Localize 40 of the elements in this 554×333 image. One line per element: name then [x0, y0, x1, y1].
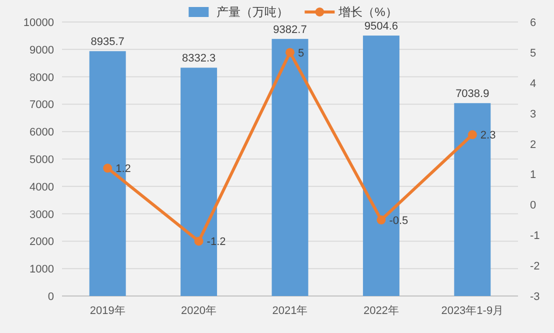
data-label: 5	[298, 47, 304, 60]
y-tick-label: 3000	[30, 208, 54, 221]
y2-tick-label: 6	[530, 17, 536, 29]
y-tick-label: 7000	[30, 99, 54, 112]
y-tick-label: 1000	[30, 264, 54, 276]
x-tick-label: 2023年1-9月	[441, 305, 504, 317]
y2-tick-label: -2	[530, 260, 540, 273]
data-label: 9504.6	[364, 20, 398, 33]
data-label: 9382.7	[273, 24, 307, 36]
y2-tick-label: 0	[530, 200, 536, 212]
data-label: 7038.9	[456, 88, 490, 100]
y2-tick-label: -1	[530, 230, 540, 242]
y-tick-label: 6000	[30, 126, 54, 139]
point	[286, 48, 294, 57]
y2-tick-label: 1	[530, 169, 536, 182]
point	[103, 164, 112, 173]
y2-tick-label: 5	[530, 47, 536, 60]
y-tick-label: 2000	[30, 236, 54, 248]
x-tick-label: 2019年	[90, 305, 126, 317]
x-tick-label: 2020年	[181, 305, 217, 317]
data-label: 8332.3	[182, 52, 216, 65]
point	[468, 130, 477, 140]
y-tick-label: 4000	[30, 181, 54, 194]
y2-tick-label: 2	[530, 138, 536, 151]
y-tick-label: 10000	[23, 17, 54, 29]
y2-tick-label: -3	[530, 291, 540, 303]
data-label: 8935.7	[90, 36, 124, 48]
x-tick-label: 2021年	[272, 305, 308, 317]
y2-tick-label: 3	[530, 108, 536, 120]
legend-label: 增长（%）	[338, 5, 398, 19]
x-tick-label: 2022年	[363, 305, 399, 317]
y-tick-label: 9000	[30, 44, 54, 56]
y-tick-label: 0	[48, 291, 54, 303]
y2-tick-label: 4	[530, 78, 536, 90]
bar	[272, 38, 308, 296]
legend-label: 产量（万吨）	[216, 5, 289, 19]
point	[376, 215, 386, 224]
y-tick-label: 8000	[30, 72, 54, 84]
point	[194, 236, 204, 246]
y-tick-label: 5000	[30, 154, 54, 166]
